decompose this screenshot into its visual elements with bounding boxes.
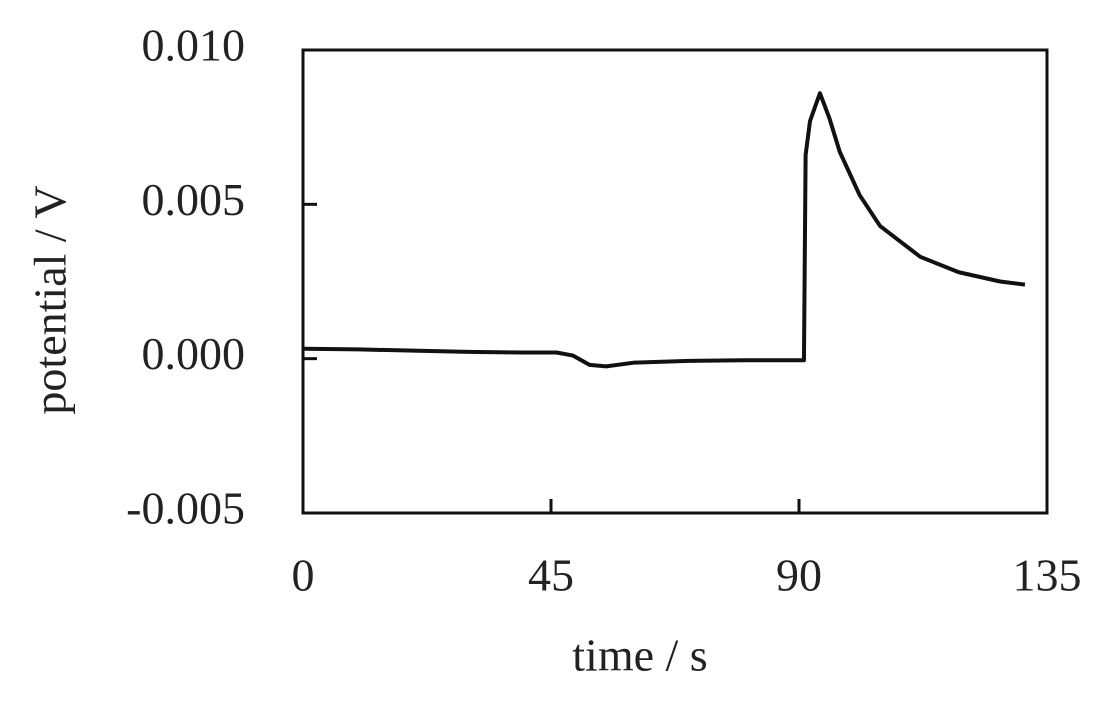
x-axis-label: time / s bbox=[572, 630, 707, 681]
x-tick-label: 45 bbox=[528, 550, 574, 601]
y-tick-label: 0.010 bbox=[142, 20, 246, 71]
plot-frame bbox=[301, 48, 1049, 515]
y-tick-label: 0.000 bbox=[142, 328, 246, 379]
data-line bbox=[302, 91, 1026, 369]
y-axis-label: potential / V bbox=[25, 185, 76, 414]
y-tick-label: 0.005 bbox=[142, 174, 246, 225]
x-tick-label: 0 bbox=[292, 550, 315, 601]
x-tick-label: 90 bbox=[776, 550, 822, 601]
y-tick-label: -0.005 bbox=[126, 483, 245, 534]
x-tick-label: 135 bbox=[1013, 550, 1082, 601]
